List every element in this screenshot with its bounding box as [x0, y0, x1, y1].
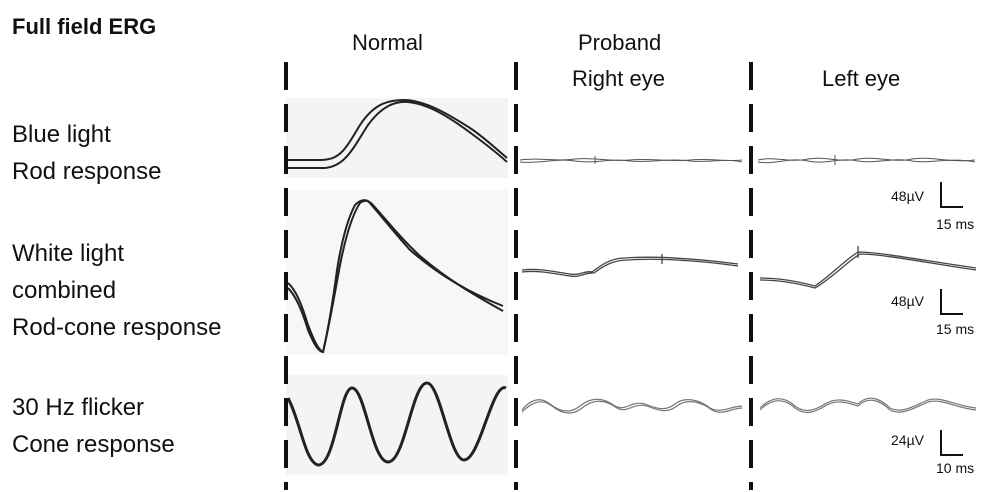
scale-bar-1: [940, 182, 963, 208]
scale-bar-2: [940, 289, 963, 315]
row-label-rod-cone: White light combined Rod-cone response: [12, 235, 221, 346]
proband-left-rodcone-trace: [759, 246, 977, 289]
normal-rodcone-trace: [287, 199, 504, 354]
scale-bar-1-amplitude: 48µV: [891, 188, 924, 204]
row-label-cone: 30 Hz flicker Cone response: [12, 389, 175, 463]
scale-bar-3: [940, 430, 963, 456]
row-label-rod-cone-line3: Rod-cone response: [12, 314, 222, 341]
column-header-right-eye: Right eye: [572, 66, 665, 91]
scale-bar-3-amplitude: 24µV: [891, 432, 924, 448]
proband-right-rod-trace: [519, 156, 743, 164]
normal-rodcone-panel-bg: [286, 190, 508, 355]
row-label-rod: Blue light Rod response: [12, 116, 161, 190]
proband-right-rodcone-trace: [521, 254, 739, 278]
scale-bar-1-time: 15 ms: [936, 216, 975, 232]
normal-rod-trace: [288, 98, 508, 169]
row-label-rod-cone-line1: White light: [12, 240, 125, 267]
row-label-rod-cone-line2: combined: [12, 277, 117, 304]
normal-cone-panel-bg: [286, 375, 508, 475]
scale-bar-2-time: 15 ms: [936, 321, 975, 337]
row-label-rod-line2: Rod response: [12, 158, 162, 185]
normal-rod-panel-bg: [286, 98, 508, 178]
scale-bar-2-amplitude: 48µV: [891, 293, 924, 309]
column-header-left-eye: Left eye: [822, 66, 901, 91]
scale-bar-3-time: 10 ms: [936, 460, 975, 476]
row-label-cone-line2: Cone response: [12, 431, 175, 458]
row-label-cone-line1: 30 Hz flicker: [12, 394, 145, 421]
row-label-rod-line1: Blue light: [12, 121, 111, 148]
figure-title: Full field ERG: [12, 14, 157, 39]
proband-left-rod-trace: [757, 155, 976, 165]
proband-left-cone-trace: [759, 397, 977, 414]
column-header-normal: Normal: [352, 30, 423, 55]
column-header-proband: Proband: [578, 30, 662, 55]
normal-cone-trace: [286, 381, 507, 467]
proband-right-cone-trace: [521, 398, 743, 414]
